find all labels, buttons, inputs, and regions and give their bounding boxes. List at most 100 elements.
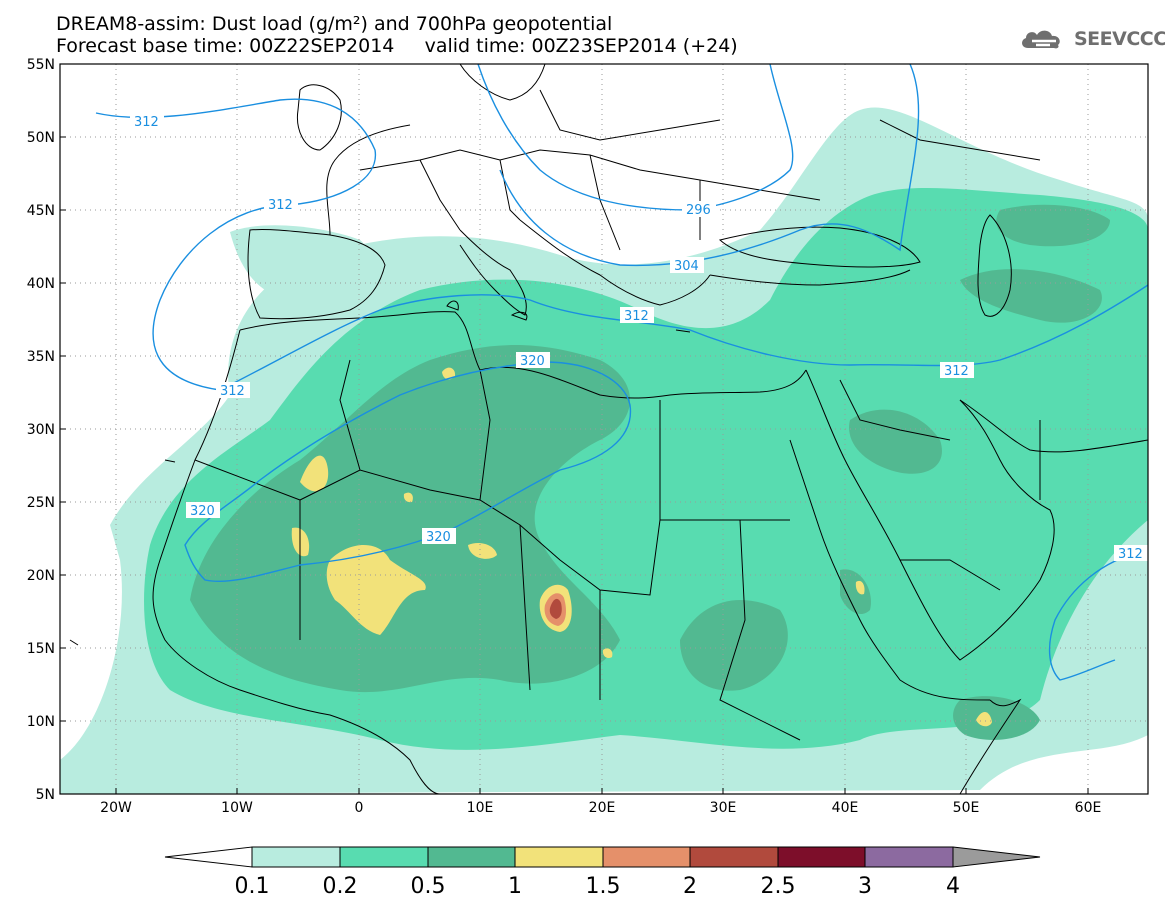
- lon-label-50e: 50E: [953, 800, 980, 816]
- forecast-time-subtitle: Forecast base time: 00Z22SEP2014 valid t…: [56, 35, 738, 57]
- colorbar-bin-2: [689, 846, 779, 868]
- colorbar-bin-3: [864, 846, 954, 868]
- colorbar-label-0.2: 0.2: [323, 874, 358, 899]
- iberia-coastline: [247, 228, 386, 320]
- colorbar-label-1: 1: [508, 874, 522, 899]
- colorbar-label-0.5: 0.5: [411, 874, 446, 899]
- dust-band-0.5-caspian: [960, 269, 1102, 323]
- lon-label-40e: 40E: [832, 800, 859, 816]
- turkey-coastline: [709, 269, 911, 286]
- dust-band-1-mali: [326, 545, 426, 635]
- dust-field: [60, 107, 1148, 794]
- islands-coastlines: [69, 300, 691, 646]
- country-borders: [194, 359, 1041, 741]
- france-coastline: [326, 124, 411, 236]
- lat-label-5n: 5N: [36, 787, 55, 803]
- cloud-icon: [1022, 30, 1060, 49]
- contour-label-312-atlantic: 312: [220, 384, 245, 399]
- colorbar-label-0.1: 0.1: [235, 874, 270, 899]
- scandinavia-coastline: [459, 64, 546, 101]
- lat-label-30n: 30N: [27, 422, 55, 438]
- balkans-coastline: [519, 219, 711, 306]
- dust-band-0.5-middle-east: [849, 409, 942, 474]
- colorbar-label-2.5: 2.5: [761, 874, 796, 899]
- seevccc-logo: SEEVCCC: [1018, 24, 1165, 54]
- colorbar-bin-0.2: [339, 846, 429, 868]
- contour-labels: 312 312 312 320 320 320 312 296 304 312 …: [130, 113, 1148, 562]
- contour-label-312-north: 312: [134, 115, 159, 130]
- persian-gulf-coastline: [959, 399, 1148, 453]
- horn-of-africa-coastline: [959, 698, 1022, 794]
- colorbar-bin-2.5: [777, 846, 866, 868]
- arabia-coastline: [805, 369, 1055, 661]
- colorbar-bin-1: [514, 846, 604, 868]
- contour-label-296: 296: [686, 203, 711, 218]
- coastlines: [69, 64, 1148, 794]
- lat-label-55n: 55N: [27, 57, 55, 73]
- dust-band-0.5-black-sea: [996, 204, 1110, 247]
- colorbar-label-1.5: 1.5: [586, 874, 621, 899]
- lon-label-60e: 60E: [1075, 800, 1102, 816]
- colorbar-bin-1.5: [602, 846, 691, 868]
- dust-band-1-eritrea: [855, 580, 865, 595]
- contour-312-north: [95, 98, 377, 206]
- lat-label-35n: 35N: [27, 349, 55, 365]
- contour-304: [499, 64, 920, 267]
- lon-label-10e: 10E: [467, 800, 494, 816]
- colorbar-over-arrow: [952, 846, 1041, 868]
- dust-band-1-somalia: [976, 711, 992, 727]
- colorbar-bin-0.1: [251, 846, 341, 868]
- lon-label-20e: 20E: [589, 800, 616, 816]
- contour-label-312-iran: 312: [944, 364, 969, 379]
- colorbar-label-2: 2: [683, 874, 697, 899]
- dust-band-1-algeria: [300, 455, 329, 492]
- lat-label-45n: 45N: [27, 203, 55, 219]
- contour-296: [477, 64, 794, 211]
- italy-coastline: [459, 229, 527, 316]
- dust-band-1-sahara-small: [403, 492, 413, 503]
- colorbar-label-3: 3: [858, 874, 872, 899]
- red-sea-coastline: [789, 439, 991, 701]
- axis-ticks: [60, 136, 1089, 794]
- latitude-labels: 55N 50N 45N 40N 35N 30N 25N 20N 15N 10N …: [27, 57, 55, 803]
- lat-label-50n: 50N: [27, 130, 55, 146]
- graticule: [60, 64, 1148, 794]
- caspian-coastline: [977, 214, 1012, 317]
- colorbar-bin-0.5: [427, 846, 516, 868]
- dust-band-0.2-east: [830, 243, 1148, 419]
- longitude-labels: 20W 10W 0 10E 20E 30E 40E 50E 60E: [100, 800, 1101, 816]
- lat-label-10n: 10N: [27, 714, 55, 730]
- colorbar-label-4: 4: [946, 874, 960, 899]
- black-sea-coastline: [718, 226, 921, 268]
- contour-label-320-west: 320: [190, 504, 215, 519]
- contour-312-indian-ocean: [1048, 549, 1148, 681]
- dust-band-0.1-spain: [230, 225, 367, 300]
- lat-label-25n: 25N: [27, 495, 55, 511]
- dust-band-1-chad: [468, 543, 497, 559]
- lat-label-15n: 15N: [27, 641, 55, 657]
- contour-label-312-spain: 312: [268, 198, 293, 213]
- britain-coastline: [296, 84, 342, 151]
- contour-320: [184, 361, 632, 583]
- lon-label-0: 0: [355, 800, 364, 816]
- contour-label-312-arabian-sea: 312: [1118, 547, 1143, 562]
- colorbar: 0.1 0.2 0.5 1 1.5 2 2.5 3 4: [164, 846, 1041, 899]
- lon-label-20w: 20W: [100, 800, 132, 816]
- lon-label-30e: 30E: [710, 800, 737, 816]
- dust-band-0.5-central: [680, 600, 788, 691]
- logo-text: SEEVCCC: [1074, 28, 1165, 50]
- dust-band-2-chad: [549, 598, 562, 619]
- lat-label-40n: 40N: [27, 276, 55, 292]
- dust-band-0.5-arabia: [953, 696, 1040, 740]
- dust-band-1-tunisia: [442, 367, 456, 380]
- colorbar-under-arrow: [164, 846, 253, 868]
- contour-label-312-aegean: 312: [624, 309, 649, 324]
- dust-band-1-sudan: [602, 648, 613, 659]
- map-title: DREAM8-assim: Dust load (g/m²) and 700hP…: [56, 13, 613, 35]
- contour-label-320-sahel: 320: [426, 530, 451, 545]
- lon-label-10w: 10W: [221, 800, 253, 816]
- contour-label-304: 304: [674, 259, 699, 274]
- contour-label-320-libya: 320: [520, 354, 545, 369]
- dust-band-0.5-red-sea: [840, 569, 871, 615]
